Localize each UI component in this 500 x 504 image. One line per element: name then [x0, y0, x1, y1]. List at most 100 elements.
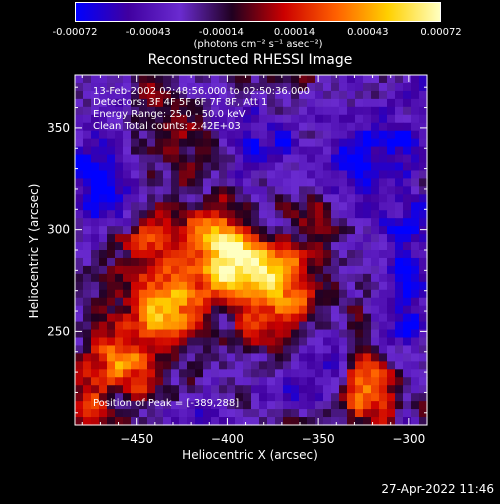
heatmap-cell [259, 361, 268, 370]
heatmap-cell [147, 194, 156, 203]
heatmap-cell [83, 417, 92, 426]
heatmap-cell [291, 257, 300, 267]
heatmap-cell [235, 265, 244, 275]
heatmap-cell [107, 289, 116, 299]
heatmap-cell [283, 114, 292, 124]
heatmap-cell [195, 337, 204, 347]
heatmap-cell [275, 281, 284, 291]
heatmap-cell [419, 106, 428, 116]
heatmap-cell [387, 353, 396, 362]
heatmap-cell [123, 75, 132, 84]
heatmap-cell [251, 114, 260, 124]
heatmap-cell [307, 401, 316, 410]
heatmap-cell [291, 138, 300, 148]
heatmap-cell [339, 234, 348, 243]
heatmap-cell [139, 242, 148, 251]
heatmap-cell [411, 297, 420, 307]
heatmap-cell [99, 401, 108, 410]
heatmap-cell [235, 337, 244, 347]
heatmap-cell [107, 90, 116, 100]
heatmap-cell [203, 297, 212, 307]
heatmap-cell [107, 170, 116, 179]
heatmap-cell [219, 210, 228, 219]
heatmap-cell [187, 345, 196, 354]
heatmap-cell [291, 377, 300, 386]
heatmap-cell [355, 361, 364, 370]
heatmap-cell [387, 186, 396, 195]
heatmap-cell [187, 393, 196, 402]
heatmap-cell [75, 114, 84, 124]
heatmap-cell [123, 82, 132, 92]
heatmap-cell [227, 82, 236, 92]
heatmap-cell [259, 289, 268, 299]
x-tick-label: −350 [302, 432, 335, 446]
heatmap-cell [139, 130, 148, 140]
heatmap-cell [123, 90, 132, 100]
heatmap-cell [155, 417, 164, 426]
heatmap-cell [131, 114, 140, 124]
heatmap-cell [331, 265, 340, 275]
heatmap-cell [243, 90, 252, 100]
heatmap-cell [115, 210, 124, 219]
heatmap-cell [187, 289, 196, 299]
heatmap-cell [251, 313, 260, 323]
heatmap-cell [203, 289, 212, 299]
heatmap-cell [331, 218, 340, 227]
heatmap-cell [275, 345, 284, 354]
heatmap-cell [115, 297, 124, 307]
heatmap-cell [227, 178, 236, 187]
heatmap-cell [163, 162, 172, 172]
heatmap-cell [395, 345, 404, 354]
heatmap-cell [355, 257, 364, 267]
heatmap-cell [243, 242, 252, 251]
heatmap-cell [275, 377, 284, 386]
heatmap-cell [235, 242, 244, 251]
heatmap-cell [275, 401, 284, 410]
heatmap-cell [363, 273, 372, 283]
heatmap-cell [179, 226, 188, 235]
heatmap-cell [195, 361, 204, 370]
heatmap-cell [355, 297, 364, 307]
heatmap-cell [411, 385, 420, 394]
heatmap-cell [283, 337, 292, 347]
heatmap-cell [139, 218, 148, 227]
heatmap-cell [323, 138, 332, 148]
heatmap-cell [403, 178, 412, 187]
heatmap-cell [355, 417, 364, 426]
heatmap-cell [131, 369, 140, 378]
heatmap-cell [307, 186, 316, 195]
heatmap-cell [411, 377, 420, 386]
heatmap-cell [411, 162, 420, 172]
heatmap-cell [411, 210, 420, 219]
heatmap-cell [123, 401, 132, 410]
heatmap-cell [211, 361, 220, 370]
heatmap-cell [387, 162, 396, 172]
heatmap-cell [163, 114, 172, 124]
heatmap-cell [283, 353, 292, 362]
heatmap-cell [107, 186, 116, 195]
heatmap-cell [235, 106, 244, 116]
heatmap-cell [379, 281, 388, 291]
heatmap-cell [371, 337, 380, 347]
heatmap-cell [75, 321, 84, 331]
heatmap-cell [155, 337, 164, 347]
heatmap-cell [99, 273, 108, 283]
heatmap-cell [323, 313, 332, 323]
heatmap-cell [315, 75, 324, 84]
heatmap-cell [267, 226, 276, 235]
heatmap-cell [211, 146, 220, 156]
heatmap-cell [219, 75, 228, 84]
heatmap-cell [315, 409, 324, 418]
heatmap-cell [267, 178, 276, 187]
heatmap-cell [91, 329, 100, 339]
heatmap-cell [83, 353, 92, 362]
heatmap-cell [171, 138, 180, 148]
heatmap-cell [187, 417, 196, 426]
heatmap-cell [187, 202, 196, 211]
heatmap-cell [331, 210, 340, 219]
heatmap-cell [315, 162, 324, 172]
heatmap-cell [419, 194, 428, 203]
heatmap-cell [387, 393, 396, 402]
heatmap-cell [299, 130, 308, 140]
heatmap-cell [315, 202, 324, 211]
